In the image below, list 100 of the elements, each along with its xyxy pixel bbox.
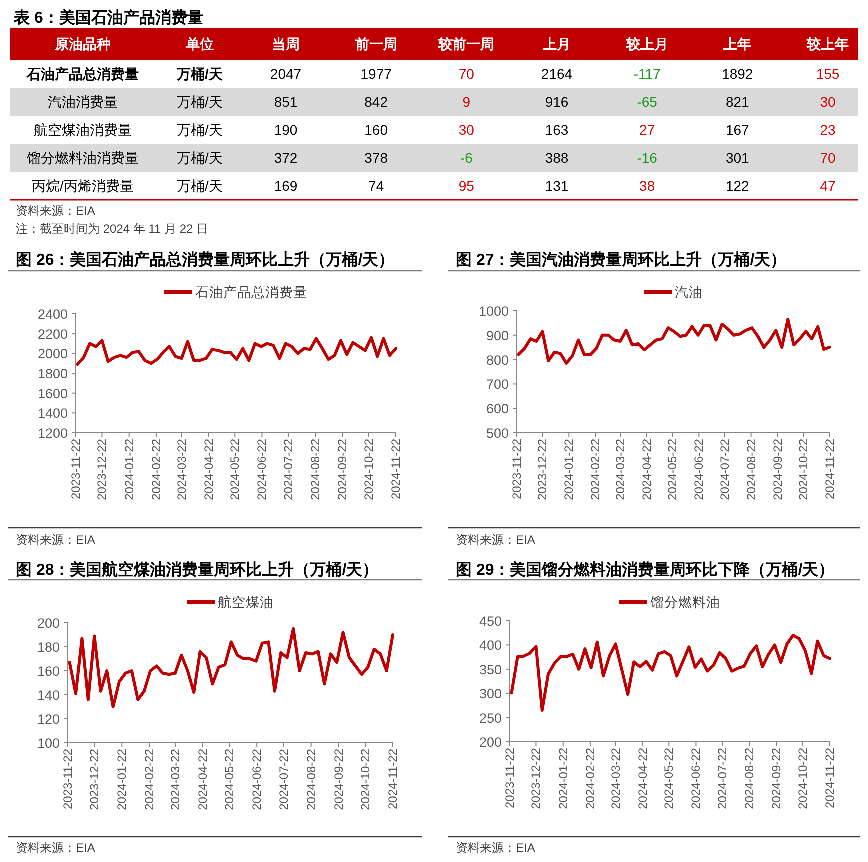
x-tick-label: 2023-11-22 — [61, 749, 75, 810]
row-label: 丙烷/丙烯消费量 — [32, 178, 134, 194]
x-tick-label: 2024-07-22 — [276, 749, 291, 810]
x-tick-label: 2024-09-22 — [770, 748, 784, 810]
y-tick-label: 450 — [479, 614, 502, 629]
cell-label: 167 — [726, 122, 750, 138]
x-tick-label: 2024-03-22 — [608, 748, 623, 810]
cell-label: 122 — [726, 178, 750, 194]
row-unit-label: 万桶/天 — [177, 122, 223, 138]
cell-label: 2047 — [270, 66, 302, 82]
x-tick-label: 2023-11-22 — [510, 439, 524, 500]
y-tick-label: 800 — [486, 352, 509, 368]
x-tick-label: 2023-12-22 — [536, 439, 550, 500]
y-tick-label: 140 — [37, 688, 60, 703]
annotation: 资料来源：EIA — [456, 533, 536, 547]
x-tick-label: 2024-01-22 — [556, 748, 570, 810]
x-tick-label: 2023-12-22 — [88, 749, 102, 810]
cell-label: 372 — [274, 150, 298, 166]
row-unit-label: 万桶/天 — [177, 94, 223, 110]
cell-label: 190 — [274, 122, 298, 138]
legend-label: 石油产品总消费量 — [196, 285, 308, 300]
x-tick-label: 2024-01-22 — [115, 749, 130, 810]
cell-label: 38 — [640, 178, 656, 194]
cell-label: 23 — [820, 122, 836, 138]
cell-label: 301 — [726, 150, 750, 166]
y-tick-label: 250 — [479, 710, 502, 726]
x-tick-label: 2024-10-22 — [796, 748, 810, 810]
column-header: 原油品种 — [55, 36, 111, 52]
x-tick-label: 2024-10-22 — [796, 439, 810, 500]
cell-label: 1892 — [722, 66, 754, 82]
annotation: 资料来源：EIA — [16, 204, 96, 218]
cell-label: 27 — [640, 122, 656, 138]
x-tick-label: 2024-02-22 — [588, 439, 603, 500]
cell-label: 163 — [545, 122, 569, 138]
y-tick-label: 350 — [479, 662, 502, 678]
x-tick-label: 2024-09-22 — [332, 749, 346, 810]
cell-label: 47 — [820, 178, 836, 194]
y-tick-label: 600 — [486, 402, 509, 417]
column-header: 单位 — [186, 36, 214, 52]
cell-label: -65 — [637, 94, 658, 110]
row-unit-label: 万桶/天 — [177, 66, 223, 82]
x-tick-label: 2024-08-22 — [304, 749, 318, 810]
y-tick-label: 500 — [486, 426, 509, 441]
cell-label: 160 — [364, 122, 388, 138]
cell-label: 169 — [274, 178, 298, 194]
title: 图 29：美国馏分燃料油消费量周环比下降（万桶/天） — [456, 562, 835, 579]
annotation: 资料来源：EIA — [16, 533, 96, 547]
x-tick-label: 2024-01-22 — [562, 439, 576, 500]
x-tick-label: 2024-07-22 — [281, 439, 296, 500]
y-tick-label: 1600 — [38, 386, 68, 402]
y-tick-label: 2200 — [38, 326, 68, 342]
cell-label: 821 — [726, 94, 750, 110]
x-tick-label: 2024-08-22 — [742, 748, 757, 810]
x-tick-label: 2024-10-22 — [358, 749, 372, 810]
x-tick-label: 2024-11-22 — [386, 749, 400, 810]
x-tick-label: 2024-04-22 — [196, 749, 210, 810]
cell-label: 2164 — [541, 66, 573, 82]
legend-label: 汽油 — [675, 285, 703, 300]
legend-label: 航空煤油 — [218, 595, 274, 610]
cell-label: -6 — [460, 150, 473, 166]
cell-label: 74 — [368, 178, 384, 194]
x-tick-label: 2024-06-22 — [692, 439, 706, 500]
cell-label: 155 — [816, 66, 840, 82]
x-tick-label: 2024-01-22 — [122, 439, 136, 500]
cell-label: -117 — [634, 66, 661, 82]
y-tick-label: 2400 — [38, 307, 68, 322]
row-label: 汽油消费量 — [48, 94, 118, 110]
x-tick-label: 2024-06-22 — [255, 439, 270, 500]
cell-label: 30 — [820, 94, 836, 110]
y-tick-label: 120 — [37, 712, 60, 727]
cell-label: 378 — [364, 150, 388, 166]
title: 图 27：美国汽油消费量周环比上升（万桶/天） — [456, 252, 787, 269]
cell-label: 916 — [545, 94, 569, 110]
row-unit-label: 万桶/天 — [177, 150, 223, 166]
x-tick-label: 2024-02-22 — [149, 439, 164, 500]
y-tick-label: 100 — [37, 736, 60, 751]
column-header: 上年 — [724, 36, 752, 52]
x-tick-label: 2024-02-22 — [142, 749, 157, 810]
x-tick-label: 2024-11-22 — [823, 748, 837, 808]
title: 表 6：美国石油产品消费量 — [14, 10, 204, 27]
x-tick-label: 2024-06-22 — [689, 748, 704, 810]
x-tick-label: 2024-09-22 — [770, 439, 785, 500]
y-tick-label: 1800 — [38, 366, 68, 382]
column-header: 前一周 — [355, 36, 398, 52]
column-header: 较上月 — [626, 36, 668, 52]
column-header: 上月 — [543, 36, 571, 52]
column-header: 较上年 — [807, 36, 849, 52]
y-tick-label: 180 — [37, 640, 60, 655]
title: 图 28：美国航空煤油消费量周环比上升（万桶/天） — [16, 562, 379, 579]
cell-label: 70 — [458, 66, 474, 82]
y-tick-label: 900 — [486, 328, 509, 344]
y-tick-label: 160 — [37, 664, 60, 679]
x-tick-label: 2024-11-22 — [389, 439, 403, 500]
x-tick-label: 2024-04-22 — [636, 748, 650, 810]
y-tick-label: 300 — [479, 686, 502, 702]
x-tick-label: 2024-10-22 — [362, 439, 376, 500]
x-tick-label: 2024-11-22 — [823, 439, 837, 500]
x-tick-label: 2024-05-22 — [666, 439, 680, 500]
x-tick-label: 2024-05-22 — [662, 748, 676, 810]
x-tick-label: 2024-07-22 — [718, 439, 732, 500]
